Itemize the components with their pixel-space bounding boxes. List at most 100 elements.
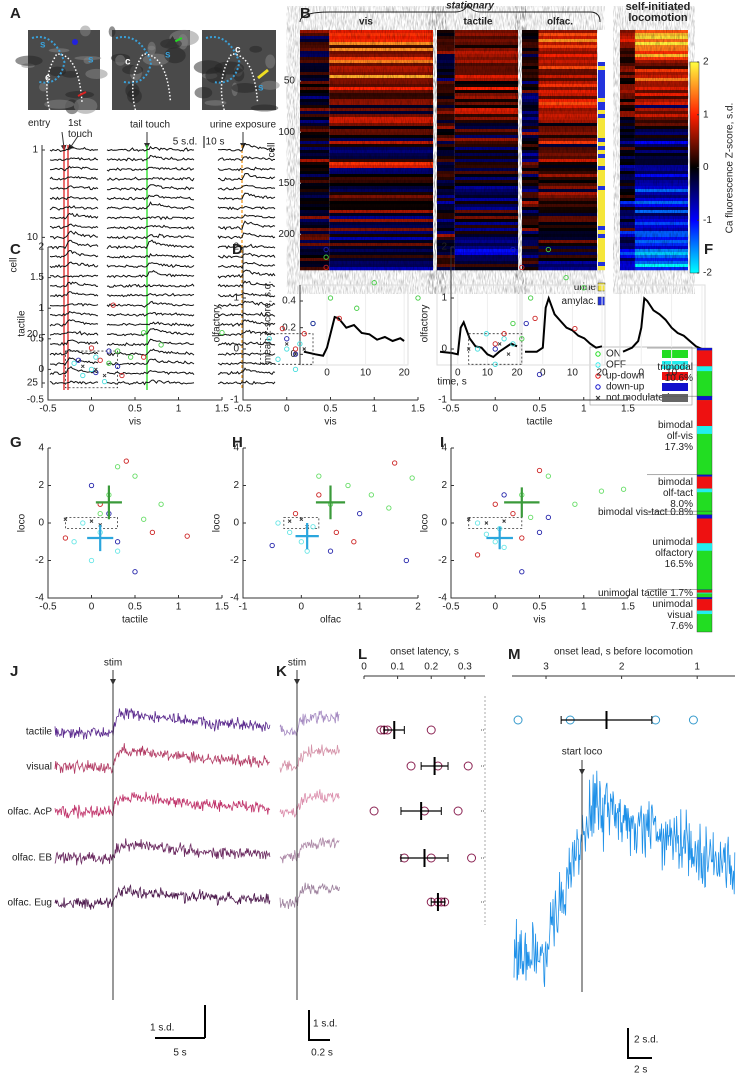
y-axis-label: olfactory (212, 305, 223, 343)
point (284, 346, 290, 352)
colorbar-label: Ca fluorescence Z-score, s.d. (725, 103, 736, 234)
trace (106, 239, 195, 250)
white-outline (131, 53, 172, 111)
stim-id (598, 122, 605, 127)
x-tick-label: 3 (543, 662, 549, 673)
label-text: bimodal olf-tact (657, 477, 693, 500)
point (114, 464, 121, 470)
stim-id (598, 134, 605, 139)
y-tick-label: 0 (233, 344, 239, 355)
stim-id (598, 210, 605, 215)
y-tick-label: -2 (230, 555, 239, 566)
trace (49, 291, 99, 298)
x-axis-label: vis (324, 417, 336, 428)
point (492, 346, 498, 352)
stim-id (598, 254, 605, 259)
point (302, 347, 307, 351)
point (88, 345, 95, 351)
x-tick-label: 1 (581, 602, 587, 613)
point (299, 517, 304, 522)
point (287, 529, 293, 536)
label-text: 10.6% (664, 373, 693, 385)
segment-stripe (697, 348, 712, 351)
label-text: self-initiated locomotion (625, 2, 691, 24)
blue-outline (31, 36, 66, 84)
photo-texture (250, 104, 279, 112)
stim-id (598, 82, 605, 87)
trace (217, 361, 275, 366)
stim-swatch (597, 282, 606, 292)
legend-marker (595, 384, 601, 390)
point (310, 524, 316, 530)
x-tick-label: 1.5 (621, 602, 635, 613)
legend-marker (595, 351, 601, 357)
trace (217, 292, 276, 298)
point (114, 348, 121, 354)
arrow (68, 135, 79, 151)
stim-id (598, 110, 605, 115)
photo-texture (73, 97, 98, 114)
legend-swatch (662, 394, 688, 402)
photo-texture (164, 47, 186, 64)
stim-id (598, 114, 605, 119)
category-label-box: unimodal olfactory 16.5% (633, 535, 693, 571)
point (467, 853, 477, 863)
point (483, 331, 490, 337)
y-tick-label: -0.5 (27, 395, 45, 406)
stim-id (598, 222, 605, 227)
point (132, 473, 138, 479)
category-label: bimodal olf-vis 17.3% (658, 420, 693, 453)
label-text: 7.6% (670, 621, 693, 633)
heatmap-grain (437, 30, 518, 270)
stim-id (598, 126, 605, 131)
y-tick-label: 0 (233, 518, 239, 529)
a-label: 1st touch (68, 118, 92, 140)
point (93, 354, 99, 360)
stim-id (598, 66, 605, 71)
panel-letter: M (508, 646, 521, 663)
x-tick-label: 2 (619, 662, 625, 673)
photo-texture (115, 54, 126, 66)
stim-id (598, 174, 605, 179)
panel-letter: C (10, 241, 21, 258)
stim-id (598, 74, 605, 79)
scale-label: 2 s.d. (634, 1035, 658, 1046)
point (368, 492, 374, 498)
label-text: 1.7% (670, 587, 693, 599)
x-tick-label: 0 (89, 602, 95, 613)
trace (106, 311, 195, 317)
trace (217, 252, 276, 259)
point (354, 305, 360, 311)
stim-id (598, 266, 605, 271)
point (149, 529, 156, 536)
point (528, 295, 534, 301)
y-tick-label: 2 (233, 480, 239, 491)
legend-label: not modulated (606, 393, 669, 404)
point (219, 330, 225, 336)
trace (49, 205, 99, 211)
trace (49, 196, 99, 201)
heatmap-grain (620, 30, 688, 270)
point (71, 360, 77, 366)
raw-trace (513, 770, 736, 987)
point (275, 520, 281, 526)
trace (106, 215, 195, 221)
colorbar-tick-label: 1 (703, 109, 709, 120)
colorbar-tick-label: 0 (703, 162, 709, 173)
point (406, 761, 416, 771)
y-axis-label: loco (212, 513, 223, 532)
x-tick-label: 1 (357, 602, 363, 613)
point (75, 357, 82, 363)
trace (106, 370, 195, 376)
trace (106, 201, 195, 210)
x-tick-label: 0.3 (458, 662, 472, 673)
x-tick-label: -0.5 (234, 404, 252, 415)
x-tick-label: 1.5 (215, 602, 229, 613)
trace (217, 380, 276, 385)
stim-id (598, 42, 605, 47)
stim-id (598, 178, 605, 183)
trace (217, 269, 276, 279)
point (523, 320, 529, 327)
stim-label: stim (288, 658, 306, 669)
